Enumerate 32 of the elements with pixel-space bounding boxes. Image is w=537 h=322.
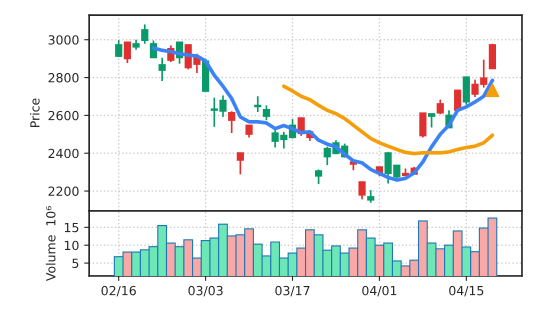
candlestick [132, 38, 140, 51]
x-tick-label: 03/03 [188, 286, 223, 296]
candlestick [228, 110, 236, 134]
line-series [282, 84, 494, 156]
y-tick-label: 5 [72, 258, 78, 268]
x-tick-label: 02/16 [102, 286, 136, 296]
candlestick [141, 24, 148, 45]
y-tick-label: 2400 [48, 148, 79, 158]
candlestick [158, 56, 166, 82]
candlestick [245, 124, 253, 138]
candlestick [115, 39, 122, 58]
y-tick-label: 2200 [48, 186, 79, 196]
x-tick-label: 03/17 [275, 286, 310, 296]
y-tick-label: 2800 [48, 73, 79, 82]
y-tick-label: 15 [64, 222, 78, 232]
y-axis-title: Volume 10⁶ [46, 206, 56, 282]
y-axis-title: Price [30, 98, 40, 128]
candlestick [428, 112, 436, 128]
y-tick-label: 3000 [48, 35, 79, 45]
x-tick-label: 04/01 [362, 286, 396, 296]
x-tick-label: 04/15 [449, 286, 484, 296]
candlestick [358, 180, 366, 200]
candlestick [436, 98, 444, 116]
candlestick [314, 168, 322, 185]
candlestick [262, 104, 270, 122]
candlestick [419, 112, 426, 138]
y-tick-label: 10 [64, 240, 79, 250]
candlestick [236, 152, 244, 176]
candlestick [254, 95, 262, 113]
y-tick-label: 2600 [48, 110, 79, 120]
candlestick [124, 40, 131, 64]
candlestick [367, 189, 374, 204]
